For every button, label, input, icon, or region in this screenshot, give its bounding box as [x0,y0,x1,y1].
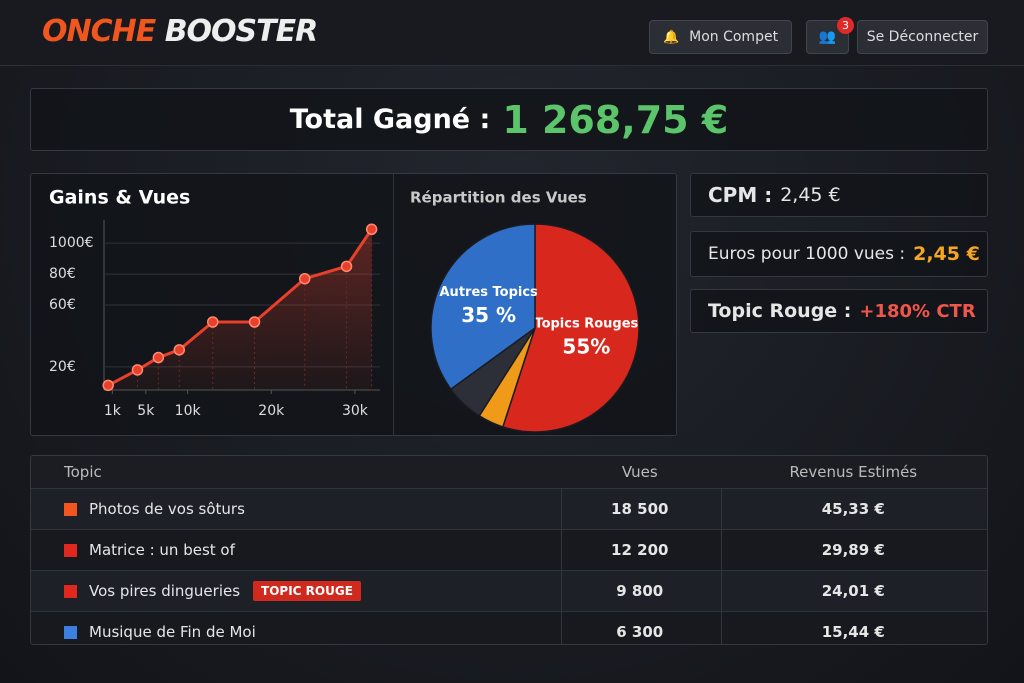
account-button[interactable]: 🔔 Mon Compet [649,20,792,54]
chart-title: Gains & Vues [49,187,190,209]
revenue-cell: 45,33 € [821,500,885,518]
topic-name: Matrice : un best of [89,541,235,559]
topic-cell: Photos de vos sôturs [31,500,560,518]
topic-cell: Musique de Fin de Moi [31,623,560,641]
y-tick-label: 80€ [49,266,76,282]
x-tick-label: 20k [258,403,285,419]
views-cell: 12 200 [611,541,669,559]
pie-slice [501,223,640,433]
stat-value: 2,45 € [780,184,841,206]
notifications-button[interactable]: 👥 3 [806,17,854,54]
stat-card: Euros pour 1000 vues : 2,45 € [690,231,988,277]
brand-part: ONCHE [42,14,156,49]
x-tick-label: 30k [342,403,369,419]
y-tick-label: 1000€ [49,235,94,251]
button-label: Mon Compet [689,29,779,45]
column-header: Topic [64,463,102,481]
revenue-cell: 24,01 € [821,582,885,600]
badge: 3 [837,17,854,34]
slice-label: Topics Rouges [534,317,638,332]
point [298,272,311,285]
column-divider [721,488,722,644]
point [152,351,165,364]
topic-name: Photos de vos sôturs [89,500,245,518]
point [173,344,186,356]
x-tick-label: 10k [175,403,202,419]
views-cell: 9 800 [616,582,664,600]
column-divider [561,488,562,644]
table-body: Photos de vos sôturs 18 500 45,33 € Matrice… [31,488,987,644]
color-square [64,625,77,639]
brand[interactable]: ONCHE BOOSTER [42,14,319,49]
total-label: Total Gagné : [289,104,491,135]
bell-icon: 🔔 [662,29,680,45]
color-square [64,543,77,557]
chart-title: Répartition des Vues [410,189,587,207]
table-header: Topic Vues Revenus Estimés [31,456,987,488]
stat-card: Topic Rouge : +180% CTR [690,289,988,333]
color-square [64,584,77,598]
stat-value: 2,45 € [913,243,980,265]
stat-label: CPM : [708,183,773,207]
table-row: Photos de vos sôturs 18 500 45,33 € [31,488,987,529]
views-cell: 6 300 [616,623,664,641]
slice-value: 35 % [461,303,516,327]
topic-cell: Vos pires dingueries TOPIC ROUGE [31,581,560,601]
point [102,379,114,392]
total-value: 1 268,75 € [502,97,729,142]
area [108,229,372,390]
point [365,223,378,236]
column-header: Vues [621,463,658,481]
table-row: Musique de Fin de Moi 6 300 15,44 € [31,611,987,644]
x-tick-label: 1k [104,403,122,419]
point [206,316,219,328]
slice-label: Autres Topics [440,285,539,300]
stat-value: +180% CTR [859,300,976,322]
stat-label: Topic Rouge : [708,300,852,322]
logout-button[interactable]: Se Déconnecter [857,20,988,54]
button-label: Se Déconnecter [866,29,979,45]
divider [393,174,394,435]
topic-name: Musique de Fin de Moi [89,623,256,641]
topics-table: Topic Vues Revenus Estimés Photos de vos… [30,455,988,645]
color-square [64,502,77,516]
slice-value: 55% [562,335,610,359]
revenue-cell: 15,44 € [821,623,885,641]
pie-slice [430,223,536,391]
topic-name: Vos pires dingueries [89,582,241,600]
total-card: Total Gagné : 1 268,75 € [30,88,988,151]
user-icon: 👥 [818,29,837,45]
views-cell: 18 500 [611,500,669,518]
point [248,316,261,328]
y-tick-label: 60€ [49,297,76,313]
x-tick-label: 5k [137,403,155,419]
point [131,364,144,376]
brand-part: BOOSTER [164,14,319,49]
point [340,260,353,273]
stat-label: Euros pour 1000 vues : [708,244,906,264]
column-header: Revenus Estimés [789,463,918,481]
revenue-cell: 29,89 € [821,541,885,559]
stat-card: CPM : 2,45 € [690,173,988,217]
y-tick-label: 20€ [49,359,76,375]
topic-cell: Matrice : un best of [31,541,560,559]
topic-tag: TOPIC ROUGE [253,581,361,601]
table-row: Vos pires dingueries TOPIC ROUGE 9 800 24,0… [31,570,987,611]
top-bar: ONCHE BOOSTER 🔔 Mon Compet 👥 3 Se Déconn… [0,0,1024,66]
table-row: Matrice : un best of 12 200 29,89 € [31,529,987,570]
